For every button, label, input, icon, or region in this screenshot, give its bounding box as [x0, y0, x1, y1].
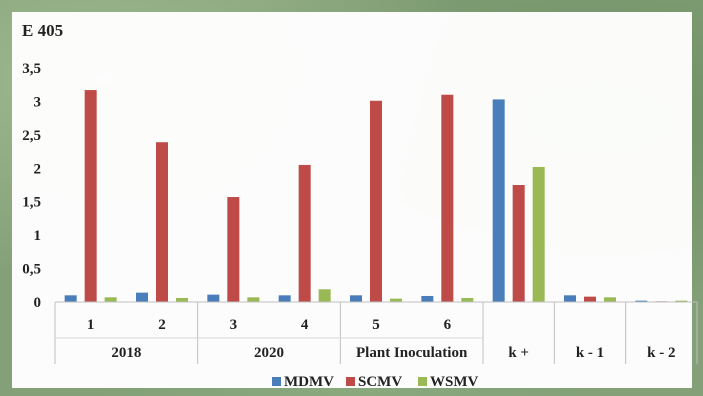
bar-mdmv [278, 295, 291, 302]
bar-scmv [370, 100, 382, 302]
bar-mdmv [64, 295, 77, 302]
y-tick-label: 0,5 [22, 262, 41, 278]
bar-scmv [441, 94, 454, 302]
bar-scmv [156, 142, 168, 302]
y-axis: 0 0,5 1 1,5 2 2,5 3 3,5 [22, 61, 41, 311]
group-label: 2020 [254, 345, 284, 361]
legend-label-mdmv: MDMV [284, 374, 334, 390]
bar-mdmv [207, 294, 220, 302]
bars [64, 90, 688, 303]
y-tick-label: 3,5 [22, 61, 41, 77]
chart-panel [12, 12, 692, 388]
bar-scmv [298, 164, 311, 302]
legend-label-wsmv: WSMV [430, 374, 479, 390]
chart-title: E 405 [22, 21, 63, 40]
x-tick-label: 1 [87, 317, 95, 333]
bar-mdmv [492, 99, 505, 303]
y-tick-label: 1,5 [22, 195, 41, 211]
bar-scmv [227, 197, 240, 302]
x-tick-label: 5 [372, 317, 380, 333]
y-tick-label: 2 [34, 161, 42, 177]
bar-scmv [584, 296, 596, 302]
bar-mdmv [350, 295, 362, 302]
x-tick-label: 2 [158, 317, 166, 333]
y-tick-label: 0 [34, 295, 42, 311]
legend-swatch-mdmv [272, 377, 281, 386]
bar-wsmv [176, 297, 188, 302]
bar-wsmv [461, 297, 474, 302]
bar-wsmv [390, 298, 402, 302]
bar-scmv [512, 185, 525, 302]
legend-swatch-wsmv [418, 377, 427, 386]
bar-wsmv [318, 289, 331, 302]
group-label: Plant Inoculation [356, 345, 468, 361]
group-label: k - 1 [576, 345, 604, 361]
y-tick-label: 2,5 [22, 128, 41, 144]
x-tick-label: 3 [230, 317, 238, 333]
bar-mdmv [564, 295, 576, 302]
legend-label-scmv: SCMV [358, 374, 402, 390]
group-label: k + [508, 345, 529, 361]
group-label: k - 2 [647, 345, 675, 361]
bar-wsmv [604, 297, 616, 302]
bar-mdmv [421, 295, 434, 302]
y-tick-label: 3 [34, 94, 42, 110]
bar-wsmv [104, 297, 117, 302]
bar-wsmv [675, 300, 688, 302]
bar-scmv [84, 90, 97, 302]
x-tick-label: 4 [301, 317, 309, 333]
bar-mdmv [136, 292, 148, 302]
legend-swatch-scmv [346, 377, 355, 386]
bar-wsmv [532, 166, 545, 302]
y-tick-label: 1 [34, 228, 42, 244]
group-label: 2018 [111, 345, 141, 361]
legend: MDMV SCMV WSMV [272, 374, 479, 390]
bar-wsmv [247, 297, 260, 302]
bar-mdmv [635, 300, 648, 302]
x-axis: 1 2 3 4 5 6 2018 2020 Plant Inoculation k + k - 1 k… [54, 301, 698, 364]
x-tick-label: 6 [444, 317, 452, 333]
